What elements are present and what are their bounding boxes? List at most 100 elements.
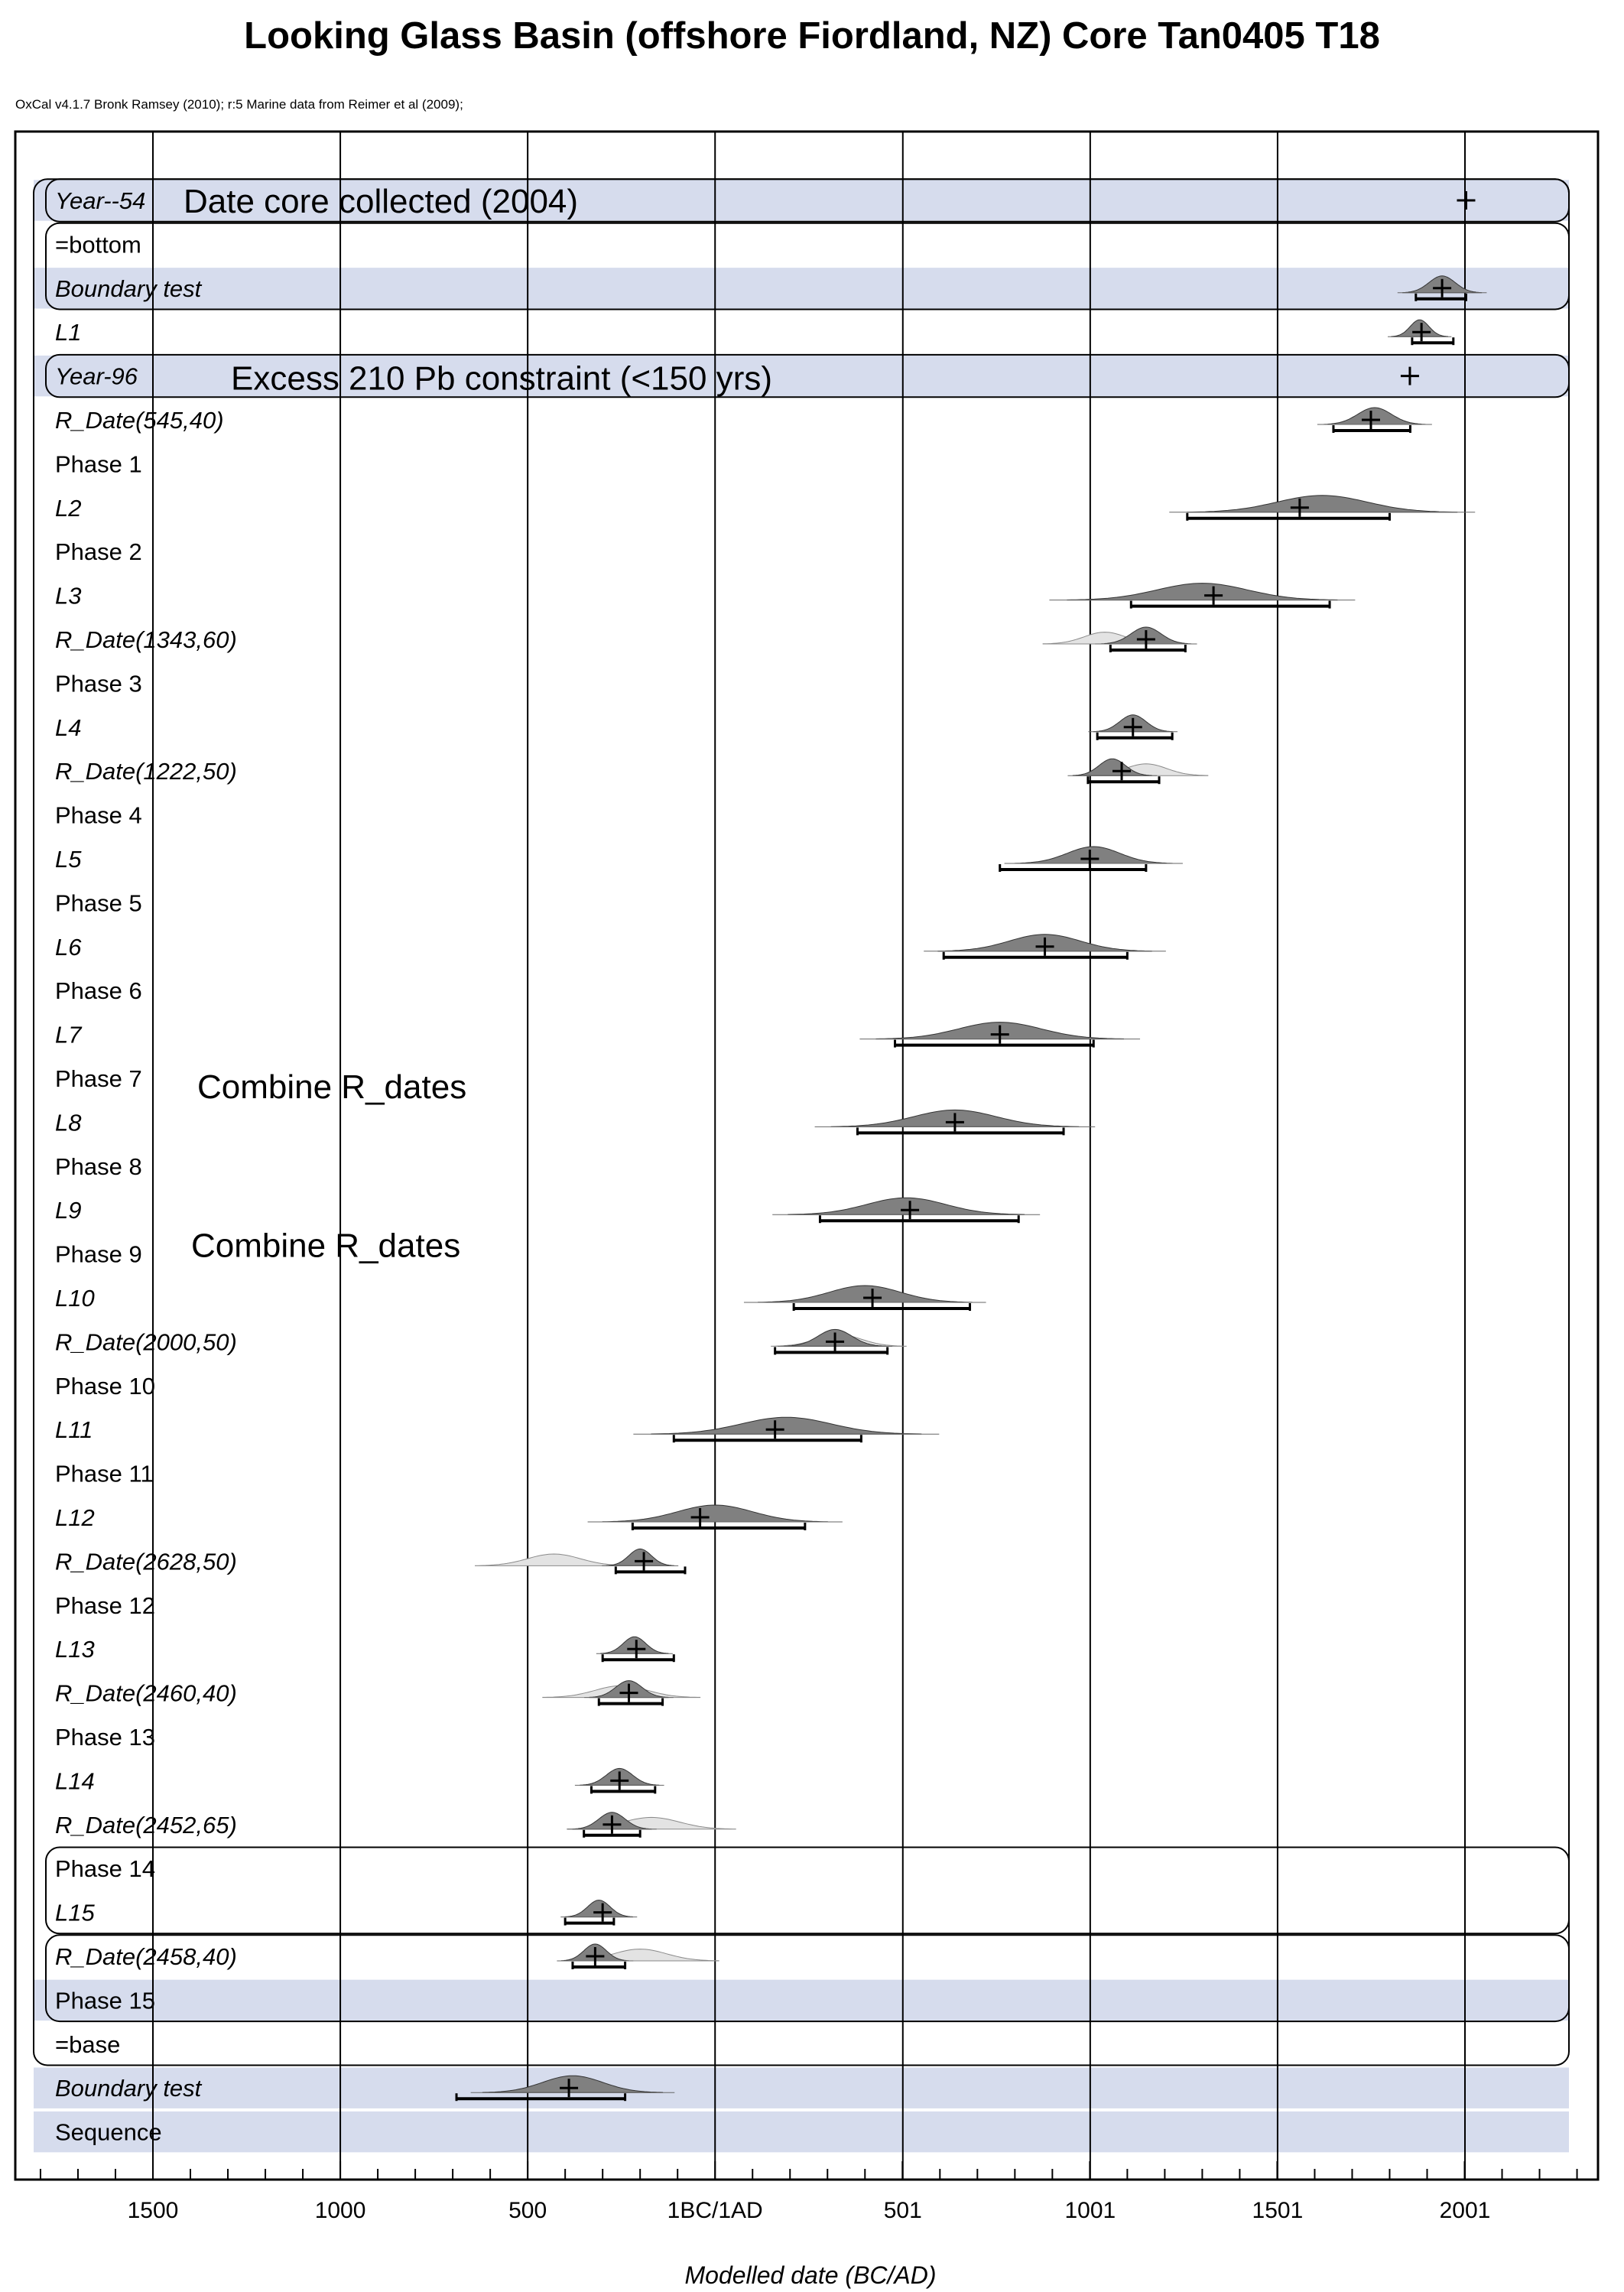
row-label: Phase 15 [55,1987,155,2014]
row: L13 [55,1636,675,1663]
row: R_Date(1222,50) [55,758,1209,785]
row-label: Phase 7 [55,1065,142,1092]
row: L11 [55,1416,940,1443]
posterior-distribution [1067,583,1338,601]
row: R_Date(545,40) [55,407,1432,434]
row: Phase 8 [55,1153,142,1180]
layer-grid [152,132,1466,2180]
row-label: Phase 9 [55,1241,142,1268]
row-label: Phase 3 [55,670,142,697]
x-tick-label: 1000 [315,2198,366,2223]
prior-distribution [475,1553,633,1566]
posterior-distribution [482,2075,664,2093]
row: Phase 14 [55,1855,155,1882]
row-label: Phase 12 [55,1592,155,1619]
row-label: Boundary test [55,275,203,302]
row: L7 [55,1022,1141,1048]
layer-axis: 1500 1000 500 1BC/1AD 501 1001 1501 2001 [14,130,1600,2223]
row-label: Phase 6 [55,977,142,1004]
row-label: Phase 14 [55,1855,155,1882]
row-label: L13 [55,1636,95,1663]
chart-annotation: Excess 210 Pb constraint (<150 yrs) [231,360,772,398]
row: Phase 15 [55,1987,155,2014]
row: R_Date(2458,40) [55,1943,719,1970]
row: Sequence [55,2119,162,2146]
row-label: L2 [55,495,81,522]
row: L12 [55,1504,843,1531]
row: L10 [55,1285,986,1312]
row: L1 [55,319,1455,346]
row: Year-96 [55,363,1419,390]
row: R_Date(2000,50) [55,1328,907,1355]
row: Phase 9 [55,1241,142,1268]
row-label: L9 [55,1197,81,1224]
row-label: R_Date(2628,50) [55,1548,237,1575]
row-label: R_Date(2000,50) [55,1328,237,1355]
x-tick-label: 1001 [1064,2198,1116,2223]
row-label: L12 [55,1504,95,1531]
row: L2 [55,495,1476,522]
row-label: L8 [55,1109,82,1136]
row: Phase 12 [55,1592,155,1619]
row: Phase 4 [55,802,142,829]
x-tick-label: 1501 [1252,2198,1304,2223]
chart-subtitle: OxCal v4.1.7 Bronk Ramsey (2010); r:5 Ma… [15,97,463,112]
posterior-distribution [1014,846,1173,864]
row: Phase 11 [55,1461,154,1487]
row: L4 [55,714,1178,741]
row: R_Date(2460,40) [55,1680,701,1707]
row: =bottom [55,231,141,258]
row: L14 [55,1767,664,1794]
chart-title: Looking Glass Basin (offshore Fiordland,… [244,15,1380,57]
row-label: R_Date(2458,40) [55,1943,237,1970]
row: Phase 13 [55,1724,155,1751]
row-label: R_Date(545,40) [55,407,224,434]
row: L3 [55,583,1356,610]
row-label: Year--54 [55,187,145,214]
x-tick-label: 2001 [1440,2198,1491,2223]
posterior-distribution [1324,407,1426,425]
posterior-distribution [1072,758,1152,776]
row-label: R_Date(2460,40) [55,1680,237,1707]
x-axis-label: Modelled date (BC/AD) [684,2261,936,2289]
row-label: Phase 2 [55,538,142,565]
row: Year--54 [55,187,1476,214]
chart-annotation: Combine R_dates [191,1227,460,1265]
row: L15 [55,1900,638,1926]
posterior-distribution [602,1504,828,1523]
row-band [34,268,1569,309]
row-label: L7 [55,1022,83,1048]
posterior-distribution [564,1900,633,1918]
row: Phase 6 [55,977,142,1004]
posterior-distribution [758,1285,973,1303]
row-label: Phase 1 [55,450,142,477]
row-band [34,1979,1569,2021]
row: Phase 2 [55,538,142,565]
posterior-distribution [651,1416,922,1435]
x-tick-label: 501 [884,2198,922,2223]
row-label: L1 [55,319,81,346]
row-label: Sequence [55,2119,162,2146]
row-label: Phase 11 [55,1461,154,1487]
x-tick-label: 500 [508,2198,547,2223]
row-band [34,180,1569,221]
row-label: L14 [55,1767,95,1794]
group-box-sequence [33,178,1570,2066]
row-label: L15 [55,1900,95,1926]
row: R_Date(1343,60) [55,626,1197,653]
row-label: L6 [55,934,82,961]
posterior-distribution [600,1636,669,1654]
row: L5 [55,846,1183,873]
row-label: R_Date(2452,65) [55,1812,237,1838]
row-label: L10 [55,1285,95,1312]
row-label: L4 [55,714,81,741]
row: =base [55,2031,120,2058]
row-label: Phase 13 [55,1724,155,1751]
x-tick-label: 1500 [128,2198,179,2223]
layer-bands [34,180,1569,2153]
row: Phase 3 [55,670,142,697]
row-label: R_Date(1222,50) [55,758,237,785]
row-label: =bottom [55,231,141,258]
row: Phase 5 [55,889,142,916]
